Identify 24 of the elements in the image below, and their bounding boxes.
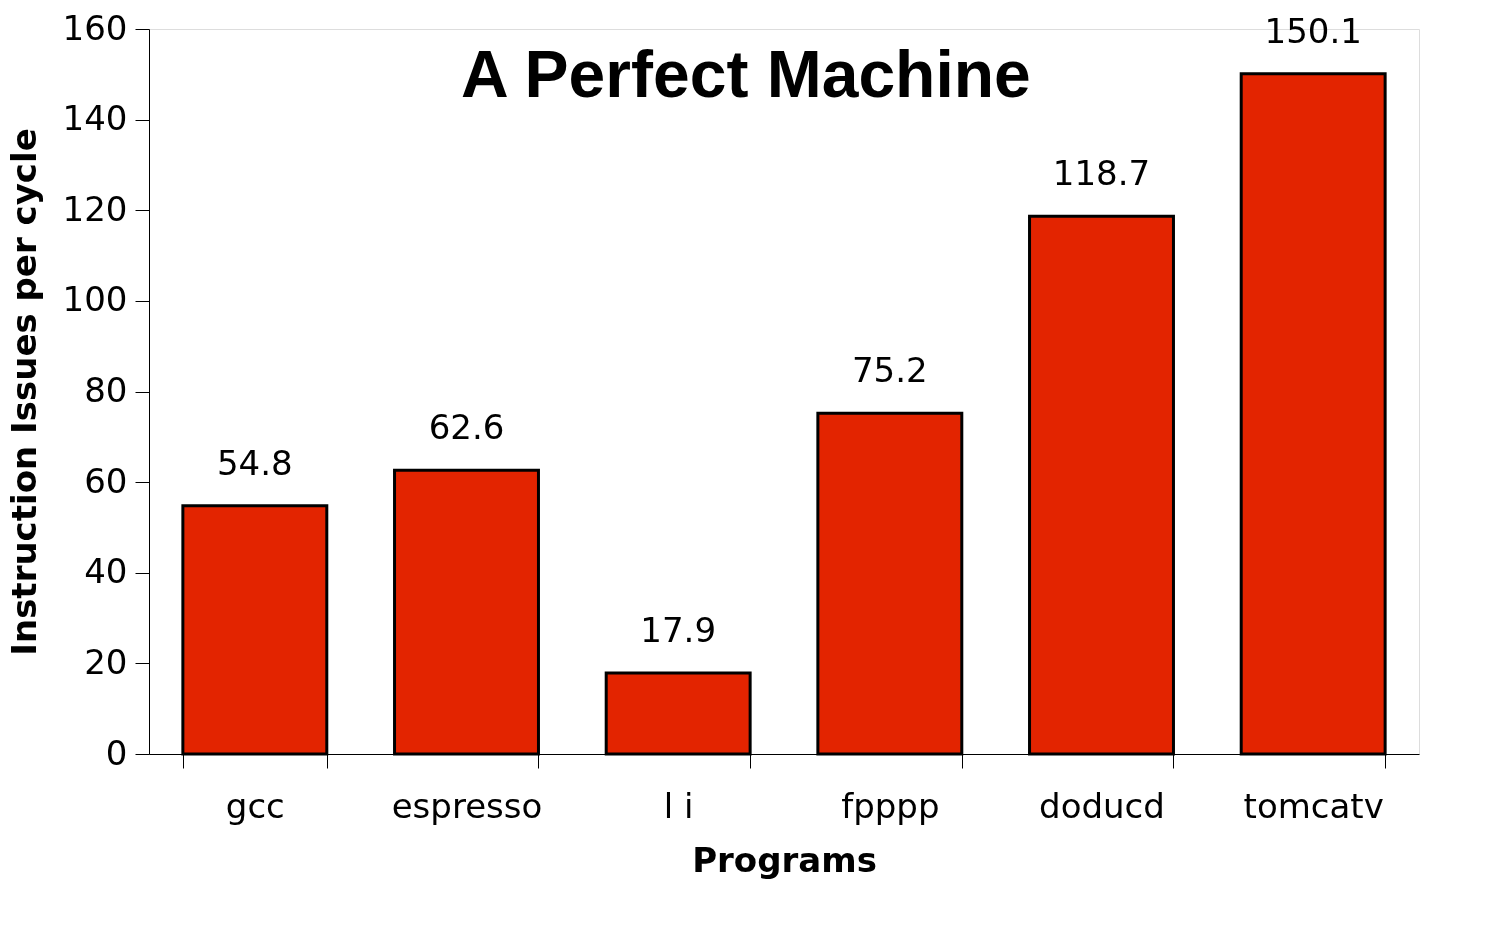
y-tick-label: 20: [84, 641, 128, 682]
x-tick-label: doducd: [1039, 785, 1165, 826]
data-label: 62.6: [428, 407, 505, 448]
x-tick-label: l i: [663, 785, 694, 826]
data-label: 54.8: [216, 442, 293, 483]
data-label: 75.2: [851, 350, 928, 391]
y-tick-label: 40: [84, 551, 128, 592]
y-tick-label: 140: [62, 98, 128, 139]
y-tick-label: 120: [62, 188, 128, 229]
data-label: 118.7: [1052, 153, 1151, 194]
data-label: 17.9: [640, 609, 717, 650]
x-tick-label: gcc: [225, 785, 285, 826]
data-label: 150.1: [1264, 10, 1362, 51]
x-axis-title: Programs: [692, 839, 877, 880]
y-tick-label: 160: [62, 7, 128, 48]
x-tick-label: espresso: [391, 785, 543, 826]
chart-title: A Perfect Machine: [461, 37, 1031, 111]
y-tick-label: 80: [84, 370, 128, 410]
y-axis-title: Instruction Issues per cycle: [3, 128, 44, 656]
x-tick-label: fpppp: [841, 785, 940, 826]
x-tick-label: tomcatv: [1243, 785, 1384, 826]
y-tick-label: 0: [105, 732, 128, 773]
y-tick-label: 100: [62, 279, 128, 320]
y-tick-label: 60: [84, 460, 128, 501]
